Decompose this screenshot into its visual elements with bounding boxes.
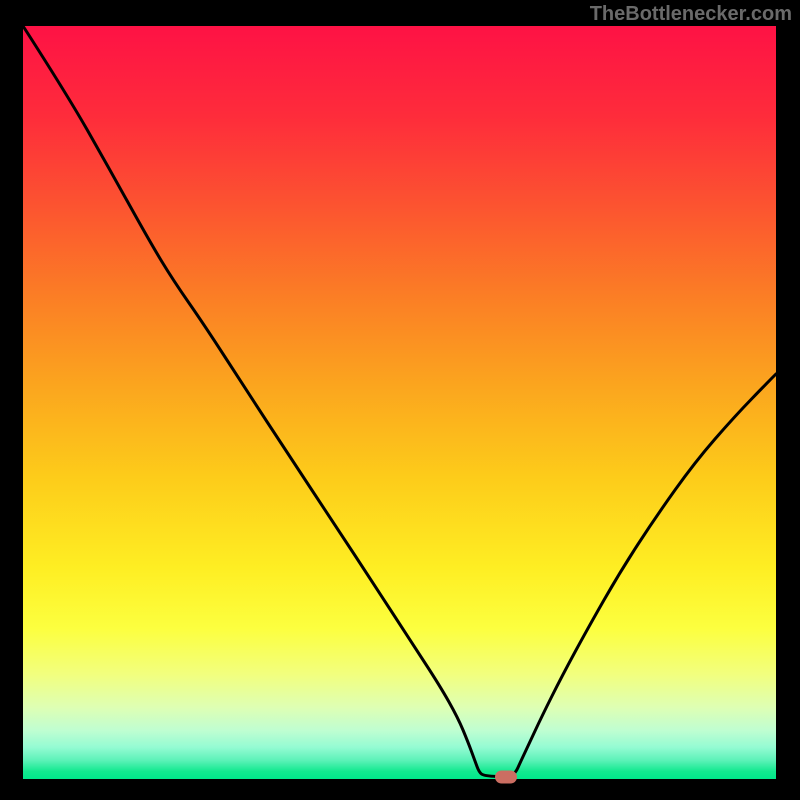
watermark-text: TheBottlenecker.com: [590, 3, 792, 26]
optimal-point-marker: [495, 771, 517, 784]
chart-container: TheBottlenecker.com: [0, 0, 800, 800]
plot-area: [23, 26, 776, 779]
gradient-background: [23, 26, 776, 779]
